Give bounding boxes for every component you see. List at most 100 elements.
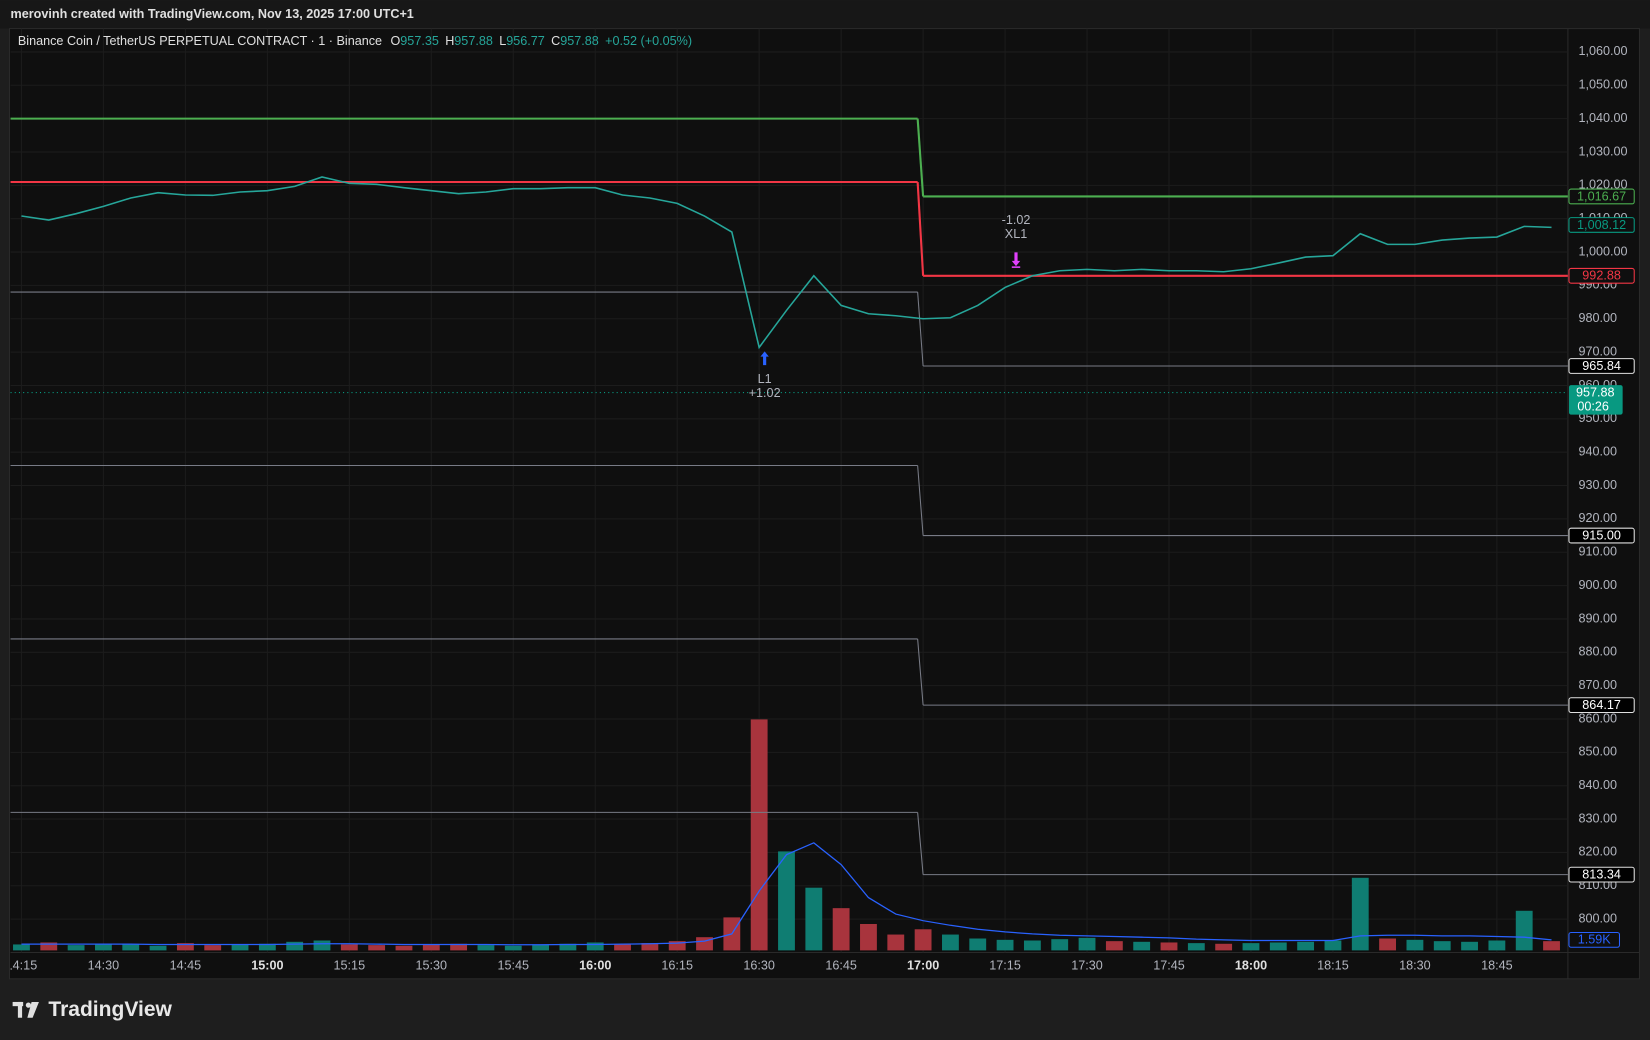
y-tick-label: 1,000.00	[1578, 244, 1627, 258]
price-tag	[1568, 385, 1623, 415]
brand: TradingView	[48, 998, 172, 1021]
volume-bar	[1543, 941, 1560, 951]
volume-bar	[996, 939, 1014, 951]
y-tick-label: 1,060.00	[1578, 44, 1627, 58]
price-tag	[1568, 217, 1635, 233]
level-tag	[1568, 866, 1635, 883]
level-tag	[1568, 697, 1635, 713]
y-tick-label: 920.00	[1578, 511, 1617, 525]
ohlc-value: 957.88	[454, 35, 493, 49]
y-tick-label: 950.00	[1578, 411, 1617, 425]
volume-bar	[532, 944, 550, 951]
volume-ma-tag	[1568, 932, 1621, 948]
level-tag-label: 965.84	[1582, 359, 1621, 373]
volume-bar	[887, 934, 905, 951]
volume-bar	[1515, 910, 1533, 951]
level-tag-label: 992.88	[1582, 269, 1621, 283]
volume-bar	[504, 945, 522, 951]
trade-arrow	[760, 351, 769, 366]
volume-bar	[914, 929, 932, 951]
trade-label: -1.02	[1002, 213, 1031, 227]
countdown: 00:26	[1577, 400, 1609, 414]
volume-bar	[805, 887, 823, 951]
volume-ma-line	[21, 842, 1552, 946]
volume-bar	[231, 944, 249, 951]
volume-bar	[422, 944, 440, 951]
volume-bar	[1105, 941, 1123, 951]
volume-bar	[40, 942, 58, 951]
trade-label: L1	[758, 372, 772, 386]
volume-bar	[95, 943, 112, 951]
x-tick-label: 16:15	[661, 959, 693, 973]
y-tick-label: 870.00	[1578, 678, 1617, 692]
ohlc-key: O	[390, 35, 400, 49]
ohlc-value: 956.77	[506, 35, 545, 49]
level-tag	[1568, 358, 1635, 374]
x-tick-label: 14:15	[6, 959, 38, 973]
volume-bar	[395, 945, 413, 951]
symbol-title: Binance Coin / TetherUS PERPETUAL CONTRA…	[18, 35, 382, 49]
plot	[10, 117, 1568, 951]
volume-ma-tag-label: 1.59K	[1578, 933, 1612, 947]
level-step	[917, 812, 924, 875]
y-tick-label: 970.00	[1578, 344, 1617, 358]
volume-bar	[149, 945, 167, 951]
y-tick-label: 900.00	[1578, 578, 1617, 592]
change: +0.52 (+0.05%)	[605, 35, 692, 49]
volume-bar	[1324, 940, 1342, 951]
y-tick-label: 830.00	[1578, 811, 1617, 825]
level-tag	[1568, 188, 1635, 205]
x-tick-label: 18:30	[1399, 959, 1431, 973]
y-tick-label: 1,030.00	[1578, 144, 1627, 158]
x-tick-label: 17:45	[1153, 959, 1185, 973]
volume-bar	[1133, 941, 1151, 951]
volume-bar	[1078, 937, 1096, 951]
level-step	[917, 465, 924, 536]
x-tick-label: 16:30	[743, 959, 775, 973]
volume-bar	[122, 944, 140, 951]
x-tick-label: 15:00	[251, 959, 283, 973]
axes: 1,060.00 1,050.00 1,040.00 1,030.00 1,020.00…	[6, 44, 1635, 973]
volume-bar	[477, 945, 495, 951]
x-tick-label: 15:45	[497, 959, 529, 973]
level-step	[916, 118, 925, 197]
grid	[10, 28, 1568, 953]
y-tick-label: 1,040.00	[1578, 111, 1627, 125]
volume-bar	[1406, 939, 1424, 951]
volume-bar	[832, 908, 850, 951]
volume-bar	[258, 943, 276, 951]
volume-bar	[450, 943, 468, 951]
x-tick-label: 17:00	[907, 959, 939, 973]
volume-bar	[1351, 877, 1369, 951]
ohlc-key: L	[499, 35, 506, 49]
price-tag-label: 957.88	[1576, 385, 1615, 399]
x-tick-label: 16:45	[825, 959, 857, 973]
volume-bar	[204, 945, 222, 951]
level-tag-label: 813.34	[1582, 867, 1621, 881]
x-tick-label: 18:45	[1481, 959, 1513, 973]
volume-bar	[313, 940, 331, 951]
volume-bar	[586, 942, 604, 951]
volume-bar	[942, 934, 959, 951]
y-tick-label: 980.00	[1578, 311, 1617, 325]
volume-bar	[1297, 941, 1315, 951]
y-tick-label: 800.00	[1578, 911, 1617, 925]
y-tick-label: 880.00	[1578, 645, 1617, 659]
volume-bar	[614, 944, 631, 951]
volume-bar	[1215, 943, 1233, 951]
level-tag	[1568, 267, 1635, 284]
volume-bar	[668, 941, 686, 951]
top-bar	[0, 0, 1650, 29]
volume-bar	[368, 945, 386, 951]
x-tick-label: 17:15	[989, 959, 1021, 973]
x-tick-label: 15:15	[334, 959, 366, 973]
volume-bar	[1269, 942, 1287, 951]
trade-label: XL1	[1005, 227, 1027, 241]
y-tick-label: 820.00	[1578, 845, 1617, 859]
y-tick-label: 940.00	[1578, 445, 1617, 459]
x-tick-label: 18:15	[1317, 959, 1349, 973]
x-tick-label: 15:30	[416, 959, 448, 973]
ohlc-key: C	[551, 35, 560, 49]
